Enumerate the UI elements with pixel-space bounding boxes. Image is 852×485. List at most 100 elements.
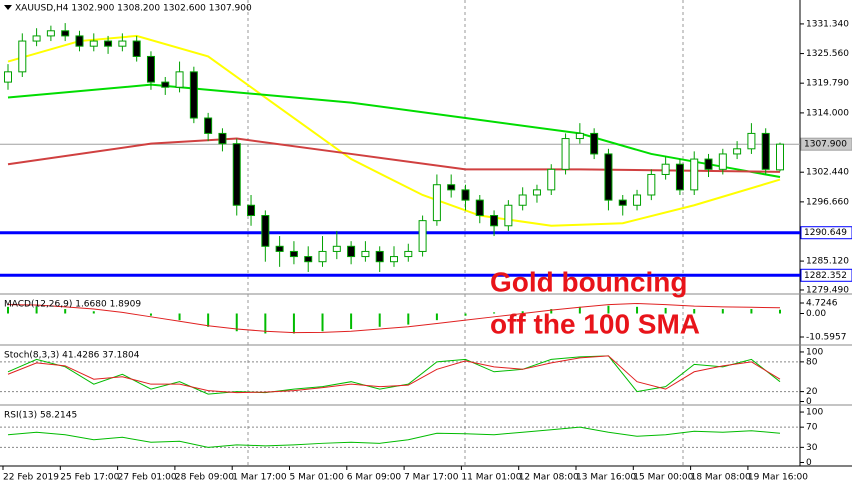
x-tick-label: 22 Feb 2019 xyxy=(3,473,59,483)
x-tick-label: 25 Feb 17:00 xyxy=(60,473,119,483)
price-label-box xyxy=(800,226,852,240)
candle-body xyxy=(747,132,756,150)
y-tick-label: 1302.440 xyxy=(806,168,849,178)
candle-body xyxy=(375,250,384,263)
candle-body xyxy=(475,199,484,217)
y-tick-label: 1319.790 xyxy=(806,79,849,89)
price-label: 1282.352 xyxy=(804,271,847,281)
candle-body xyxy=(318,250,327,263)
x-tick-label: 28 Feb 09:00 xyxy=(175,473,234,483)
candle-body xyxy=(404,250,413,258)
moving-average xyxy=(7,34,781,227)
candle-body xyxy=(32,35,41,42)
indicator-line xyxy=(7,355,781,394)
candle-body xyxy=(532,189,541,196)
candle-body xyxy=(46,30,55,37)
candle-body xyxy=(304,256,313,263)
y-tick-label: 0 xyxy=(806,397,812,407)
candle-body xyxy=(661,163,670,175)
candle-body xyxy=(432,184,441,222)
candle-body xyxy=(718,153,727,170)
y-tick-label: 20 xyxy=(806,387,818,397)
candle-body xyxy=(733,148,742,155)
candle-body xyxy=(461,189,470,201)
y-tick-label: 100 xyxy=(806,408,823,418)
candle-body xyxy=(518,194,527,206)
candle-body xyxy=(504,204,513,227)
candle-body xyxy=(161,81,170,88)
indicator-line xyxy=(7,355,781,395)
candle-body xyxy=(146,55,155,83)
annotation: Gold bouncing xyxy=(490,266,688,297)
x-tick-label: 27 Feb 01:00 xyxy=(118,473,177,483)
price-label-box xyxy=(800,268,852,282)
annotation: off the 100 SMA xyxy=(490,308,700,339)
candle-body xyxy=(61,30,70,37)
y-tick-label: 1279.490 xyxy=(806,285,849,295)
candle-body xyxy=(776,143,784,171)
price-label: 1290.649 xyxy=(804,228,847,238)
y-tick-label: 0 xyxy=(806,458,812,468)
panel-title: XAUUSD,H4 1302.900 1308.200 1302.600 130… xyxy=(15,4,252,14)
y-tick-label: -10.5957 xyxy=(806,333,846,343)
candle-body xyxy=(18,40,27,73)
panel-title: MACD(12,26,9) 1.6680 1.8909 xyxy=(4,300,141,310)
candle-body xyxy=(289,250,298,258)
candle-body xyxy=(75,35,84,47)
x-tick-label: 12 Mar 08:00 xyxy=(519,473,579,483)
x-tick-label: 1 Mar 17:00 xyxy=(232,473,287,483)
candle-body xyxy=(132,40,141,57)
x-tick-label: 15 Mar 00:00 xyxy=(633,473,693,483)
price-label-box xyxy=(800,137,852,151)
candle-body xyxy=(104,40,113,47)
y-tick-label: 1325.560 xyxy=(806,49,849,59)
candle-body xyxy=(547,168,556,191)
y-tick-label: 80 xyxy=(806,357,818,367)
x-tick-label: 11 Mar 01:00 xyxy=(461,473,521,483)
candle-body xyxy=(347,245,356,258)
x-tick-label: 19 Mar 16:00 xyxy=(748,473,808,483)
candle-body xyxy=(175,71,184,88)
candle-body xyxy=(575,132,584,140)
x-tick-label: 13 Mar 16:00 xyxy=(576,473,636,483)
indicator-line xyxy=(7,426,781,448)
candle-body xyxy=(590,132,599,155)
candle-body xyxy=(447,184,456,191)
y-tick-label: 1285.120 xyxy=(806,257,849,267)
y-tick-label: 30 xyxy=(806,443,818,453)
y-tick-label: 100 xyxy=(806,347,823,357)
panel-title: RSI(13) 58.2145 xyxy=(4,411,77,421)
y-tick-label: 70 xyxy=(806,423,818,433)
candle-body xyxy=(189,71,198,119)
candle-body xyxy=(690,158,699,191)
candle-body xyxy=(618,199,627,206)
candle-body xyxy=(418,220,427,252)
y-tick-label: 0.00 xyxy=(806,309,826,319)
candle-body xyxy=(332,245,341,252)
candle-body xyxy=(4,71,12,83)
candle-body xyxy=(604,153,613,201)
candle-body xyxy=(89,40,98,47)
candle-body xyxy=(232,143,241,206)
candle-body xyxy=(218,132,227,145)
symbol-arrow xyxy=(4,5,12,10)
candle-body xyxy=(361,250,370,258)
moving-average xyxy=(7,137,781,173)
y-tick-label: 1314.000 xyxy=(806,108,849,118)
candle-body xyxy=(704,158,713,170)
candle-body xyxy=(204,117,213,134)
candle-body xyxy=(647,173,656,196)
y-tick-label: 4.7246 xyxy=(806,299,838,309)
y-tick-label: 1296.660 xyxy=(806,197,849,207)
panel-title: Stoch(8,3,3) 41.4286 37.1804 xyxy=(4,351,140,361)
y-tick-label: 1331.340 xyxy=(806,19,849,29)
candle-body xyxy=(118,40,127,47)
candle-body xyxy=(761,132,770,170)
candle-body xyxy=(633,194,642,206)
candle-body xyxy=(261,215,270,247)
candle-body xyxy=(390,256,398,263)
candle-body xyxy=(561,138,570,170)
candle-body xyxy=(490,215,499,227)
x-tick-label: 7 Mar 17:00 xyxy=(404,473,459,483)
price-label: 1307.900 xyxy=(804,140,847,150)
